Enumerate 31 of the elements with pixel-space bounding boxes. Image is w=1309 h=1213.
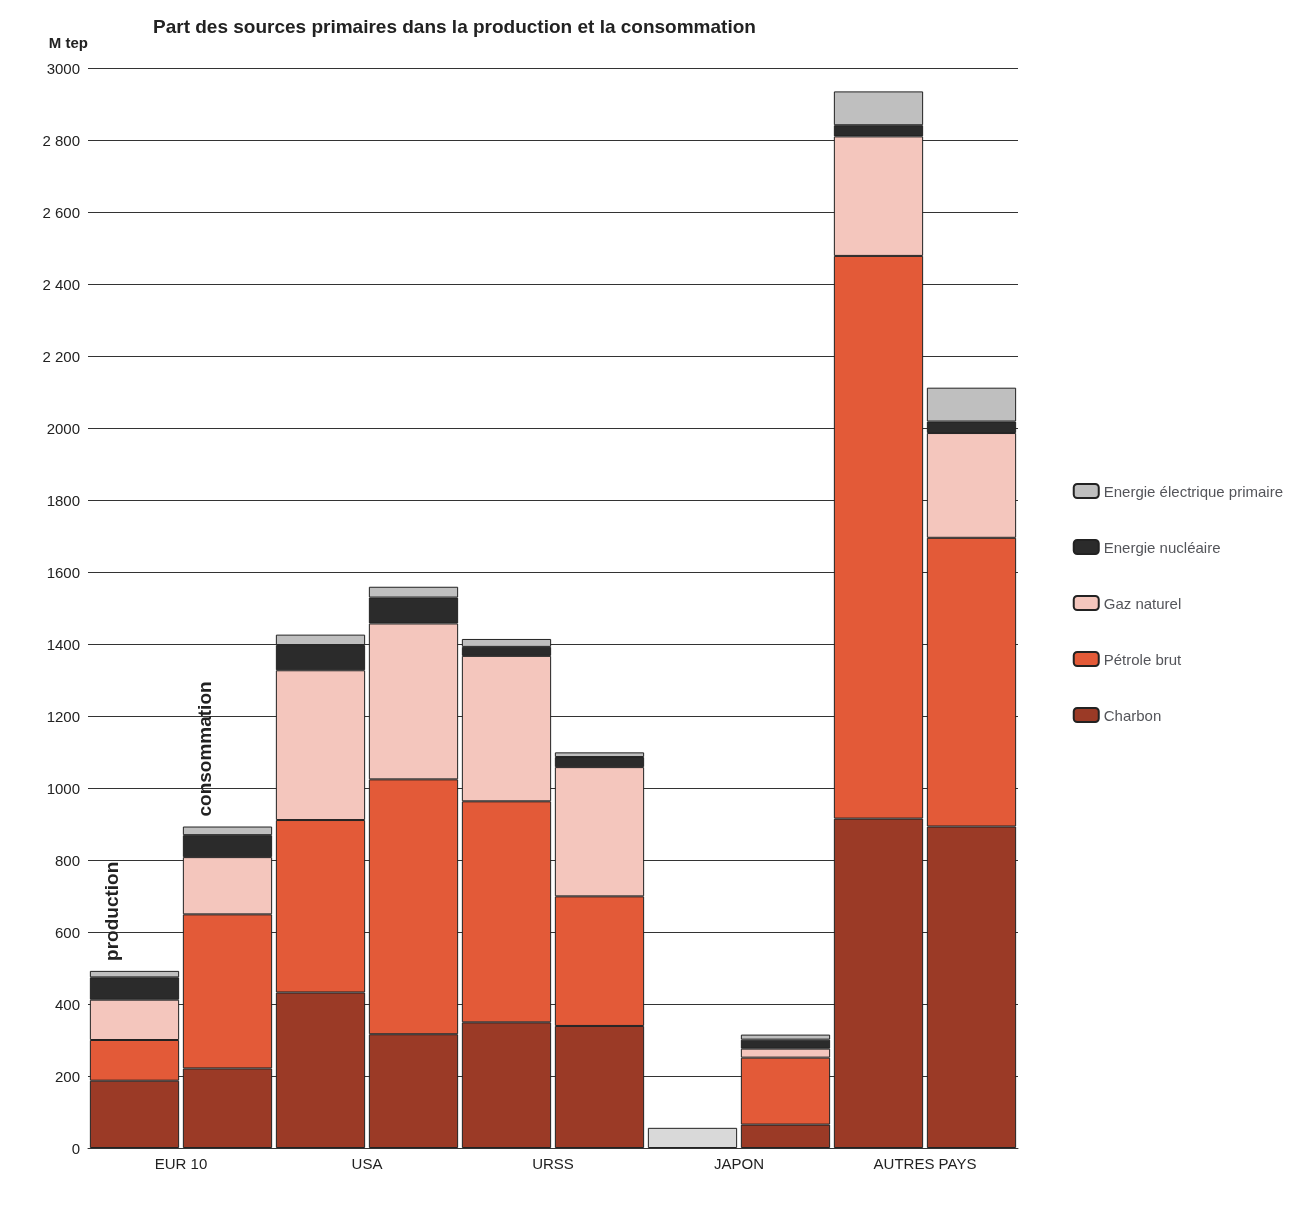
bar	[647, 1127, 738, 1148]
x-tick-label: USA	[351, 1155, 383, 1172]
y-tick-label: 1000	[46, 779, 80, 797]
y-tick-label: 1400	[46, 635, 80, 653]
x-tick-label: URSS	[532, 1155, 574, 1172]
annotation: consommation	[193, 681, 215, 817]
y-tick-label: 1800	[46, 491, 80, 509]
y-tick-label: 200	[54, 1067, 80, 1085]
legend-label: Pétrole brut	[1103, 650, 1183, 668]
legend-label: Energie électrique primaire	[1103, 482, 1284, 500]
y-tick-label: 1200	[46, 707, 80, 725]
y-tick-label: 2 400	[42, 275, 80, 293]
legend-label: Charbon	[1103, 706, 1162, 724]
legend-label: Gaz naturel	[1103, 594, 1182, 612]
legend-label: Energie nucléaire	[1103, 538, 1221, 556]
x-tick-label: JAPON	[713, 1155, 765, 1172]
y-tick-label: 2 200	[42, 347, 80, 365]
y-tick-label: 3000	[46, 59, 80, 77]
y-axis-title: M tep	[48, 34, 88, 51]
annotation: production	[100, 861, 122, 961]
x-tick-label: AUTRES PAYS	[873, 1155, 977, 1172]
y-tick-label: 800	[54, 851, 80, 869]
chart-title: Part des sources primaires dans la production et la consommation	[153, 16, 756, 37]
y-tick-label: 2 800	[42, 131, 80, 149]
y-tick-label: 2000	[46, 419, 80, 437]
y-tick-label: 1600	[46, 563, 80, 581]
y-tick-label: 2 600	[42, 203, 80, 221]
y-tick-label: 400	[54, 995, 80, 1013]
y-tick-label: 600	[54, 923, 80, 941]
y-tick-label: 0	[71, 1139, 80, 1157]
x-tick-label: EUR 10	[154, 1155, 208, 1172]
